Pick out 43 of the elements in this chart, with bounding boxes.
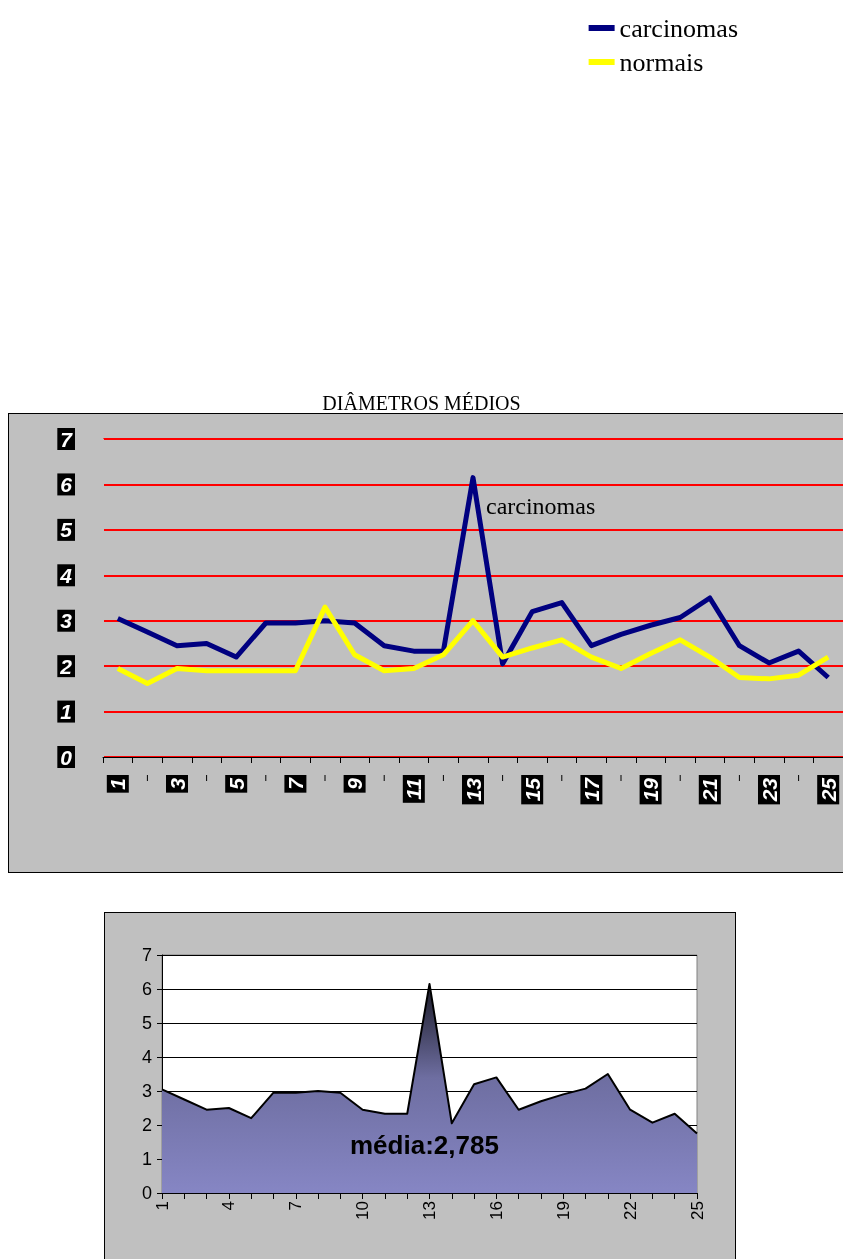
x-tick-label: 23 [757, 777, 781, 803]
x-tick-label: 22 [620, 1201, 640, 1220]
y-tick-label: 4 [59, 563, 73, 587]
x-tick-label: 1 [152, 1201, 172, 1211]
x-tick-label: 21 [698, 778, 722, 803]
x-tick-label: 13 [461, 777, 485, 802]
y-tick-label: 4 [141, 1047, 152, 1067]
y-tick-label: 1 [141, 1149, 152, 1169]
y-tick-label: 2 [59, 654, 73, 678]
x-tick-label: 5 [224, 777, 248, 790]
y-tick-label: 6 [60, 472, 73, 496]
x-tick-label: 7 [283, 776, 307, 790]
annotation: carcinomas [486, 493, 596, 519]
y-tick-label: 3 [141, 1081, 152, 1101]
x-tick-label: 25 [816, 777, 840, 803]
x-tick-label: 4 [219, 1201, 239, 1211]
y-tick-label: 1 [60, 700, 72, 724]
x-tick-label: 7 [286, 1201, 306, 1211]
legend-label: carcinomas [619, 13, 739, 43]
chart-title: DIÂMETROS MÉDIOS [322, 392, 521, 414]
y-tick-label: 0 [60, 745, 73, 769]
x-tick-label: 1 [106, 778, 130, 790]
x-tick-label: 16 [486, 1201, 506, 1220]
y-tick-label: 3 [60, 609, 73, 633]
x-tick-label: 11 [402, 778, 426, 800]
x-tick-label: 19 [639, 777, 663, 802]
y-tick-label: 5 [60, 518, 73, 542]
x-tick-label: 13 [420, 1201, 439, 1220]
y-tick-label: 7 [141, 945, 152, 965]
y-tick-label: 2 [141, 1115, 152, 1135]
x-tick-label: 17 [579, 776, 603, 802]
y-tick-label: 7 [60, 427, 74, 451]
x-tick-label: 15 [520, 777, 544, 802]
y-tick-label: 0 [141, 1183, 152, 1203]
y-tick-label: 5 [141, 1013, 152, 1033]
annotation: média:2,785 [350, 1130, 499, 1160]
x-tick-label: 19 [553, 1201, 573, 1220]
x-tick-label: 3 [165, 777, 189, 790]
x-tick-label: 9 [343, 777, 367, 790]
y-tick-label: 6 [141, 979, 152, 999]
x-tick-label: 10 [353, 1201, 373, 1220]
x-tick-label: 25 [687, 1201, 707, 1220]
legend-label: normais [619, 47, 704, 77]
